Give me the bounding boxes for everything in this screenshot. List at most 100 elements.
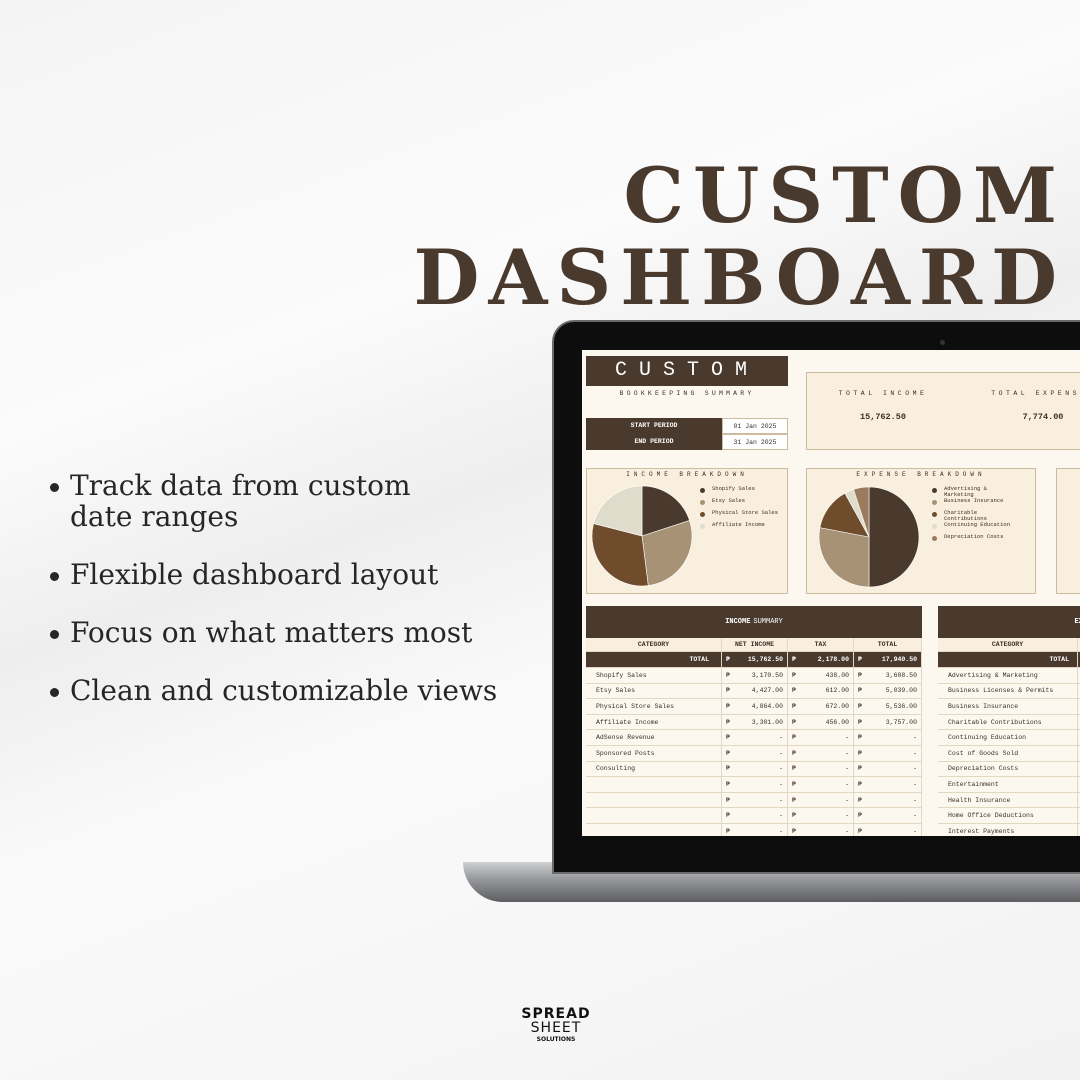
amount: - [845, 780, 849, 788]
money-cell: ₱ 4,427.00 [722, 683, 788, 700]
row-category: Depreciation Costs [938, 761, 1078, 778]
amount: - [845, 796, 849, 804]
pie-slice [853, 486, 870, 538]
pie-slice [641, 520, 693, 586]
row-cell [1078, 684, 1080, 700]
row-cell [1078, 777, 1080, 793]
legend-label: Etsy Sales [712, 497, 746, 504]
amount: 4,864.00 [751, 702, 783, 710]
amount: - [913, 780, 917, 788]
amount: 4,427.00 [751, 687, 783, 695]
money-cell: ₱ - [788, 730, 854, 746]
money-cell: ₱ - [854, 777, 922, 793]
column-header: NET INCOME [722, 638, 788, 652]
table-title: INCOME [725, 618, 751, 626]
currency: ₱ [858, 687, 862, 695]
income-table: INCOME SUMMARY CATEGORY NET INCOME TAX TOTAL T… [586, 606, 922, 836]
legend-label: Physical Store Sales [712, 509, 779, 516]
currency: ₱ [726, 734, 730, 742]
amount: - [913, 796, 917, 804]
amount: - [779, 812, 783, 820]
currency: ₱ [858, 656, 862, 663]
money-cell: ₱ 456.00 [788, 714, 854, 731]
money-cell: ₱ 3,301.00 [722, 714, 788, 731]
money-cell: ₱ - [788, 792, 854, 809]
legend-label: Charitable Contributions [944, 509, 987, 523]
money-cell: ₱ - [722, 823, 788, 836]
amount: 2,178.00 [817, 656, 849, 663]
period-label: END PERIOD [586, 434, 722, 450]
bullet-item: Track data from custom date ranges [48, 470, 460, 532]
kpi-label: TOTAL INCOME [838, 390, 928, 397]
headline: CUSTOM [623, 151, 1066, 240]
legend-label: Continuing Education [944, 521, 1011, 528]
chart-title: INCOME BREAKDOWN [626, 471, 748, 478]
amount: 438.00 [825, 671, 849, 679]
currency: ₱ [726, 827, 730, 835]
amount: - [913, 734, 917, 742]
brand-word: SPREAD [521, 1006, 591, 1022]
total-cell [1078, 652, 1080, 668]
legend-swatch [932, 488, 937, 493]
bullet-item: Focus on what matters most [48, 617, 497, 648]
row-cell [1078, 762, 1080, 778]
legend-swatch [932, 512, 937, 517]
money-cell: ₱ - [788, 808, 854, 824]
row-category: Sponsored Posts [586, 745, 722, 762]
money-cell: ₱ - [854, 792, 922, 809]
amount: 456.00 [825, 718, 849, 726]
money-cell: ₱ 5,039.00 [854, 683, 922, 700]
money-cell: ₱ 3,757.00 [854, 714, 922, 731]
legend-swatch [700, 524, 705, 529]
legend-label: Business Insurance [944, 497, 1004, 504]
table-header: EXPENSE SUMMARY [938, 606, 1080, 638]
row-category: Advertising & Marketing [938, 668, 1078, 684]
legend-swatch [932, 524, 937, 529]
pie-slice [641, 485, 690, 537]
chart-title: EXPENSE BREAKDOWN [856, 471, 986, 478]
period-value: 01 Jan 2025 [722, 418, 788, 434]
amount: - [779, 765, 783, 773]
currency: ₱ [792, 718, 796, 726]
money-cell: ₱ - [722, 808, 788, 824]
currency: ₱ [858, 671, 862, 679]
row-category: Etsy Sales [586, 683, 722, 700]
legend-label: Advertising & Marketing [944, 485, 987, 499]
currency: ₱ [858, 718, 862, 726]
amount: - [913, 749, 917, 757]
total-label: TOTAL [586, 652, 722, 668]
table-grid: CATEGORY NET INCOME TAX TOTAL TOTAL ₱ 15,762.5… [586, 638, 922, 836]
pie-slice [591, 523, 649, 587]
currency: ₱ [792, 687, 796, 695]
amount: - [845, 812, 849, 820]
money-cell: ₱ - [722, 777, 788, 793]
legend-label: Affiliate Income [712, 521, 765, 528]
column-header [1078, 638, 1080, 652]
currency: ₱ [726, 812, 730, 820]
bullet-list: Track data from custom date ranges Flexib… [48, 470, 497, 733]
currency: ₱ [726, 765, 730, 773]
amount: 3,608.50 [885, 671, 917, 679]
amount: - [845, 765, 849, 773]
total-label: TOTAL [938, 652, 1078, 668]
money-cell: ₱ 5,536.00 [854, 699, 922, 715]
amount: 3,757.00 [885, 718, 917, 726]
amount: 15,762.50 [747, 656, 783, 663]
row-category [586, 777, 722, 793]
money-cell: ₱ - [854, 745, 922, 762]
row-category: Shopify Sales [586, 668, 722, 684]
legend-swatch [700, 500, 705, 505]
row-cell [1078, 668, 1080, 684]
legend-label: Depreciation Costs [944, 533, 1004, 540]
money-cell: ₱ 438.00 [788, 668, 854, 684]
amount: - [779, 796, 783, 804]
currency: ₱ [858, 812, 862, 820]
column-header: TAX [788, 638, 854, 652]
amount: - [779, 749, 783, 757]
amount: - [845, 827, 849, 835]
amount: - [779, 827, 783, 835]
legend-swatch [700, 488, 705, 493]
legend-swatch [932, 536, 937, 541]
row-cell [1078, 699, 1080, 715]
